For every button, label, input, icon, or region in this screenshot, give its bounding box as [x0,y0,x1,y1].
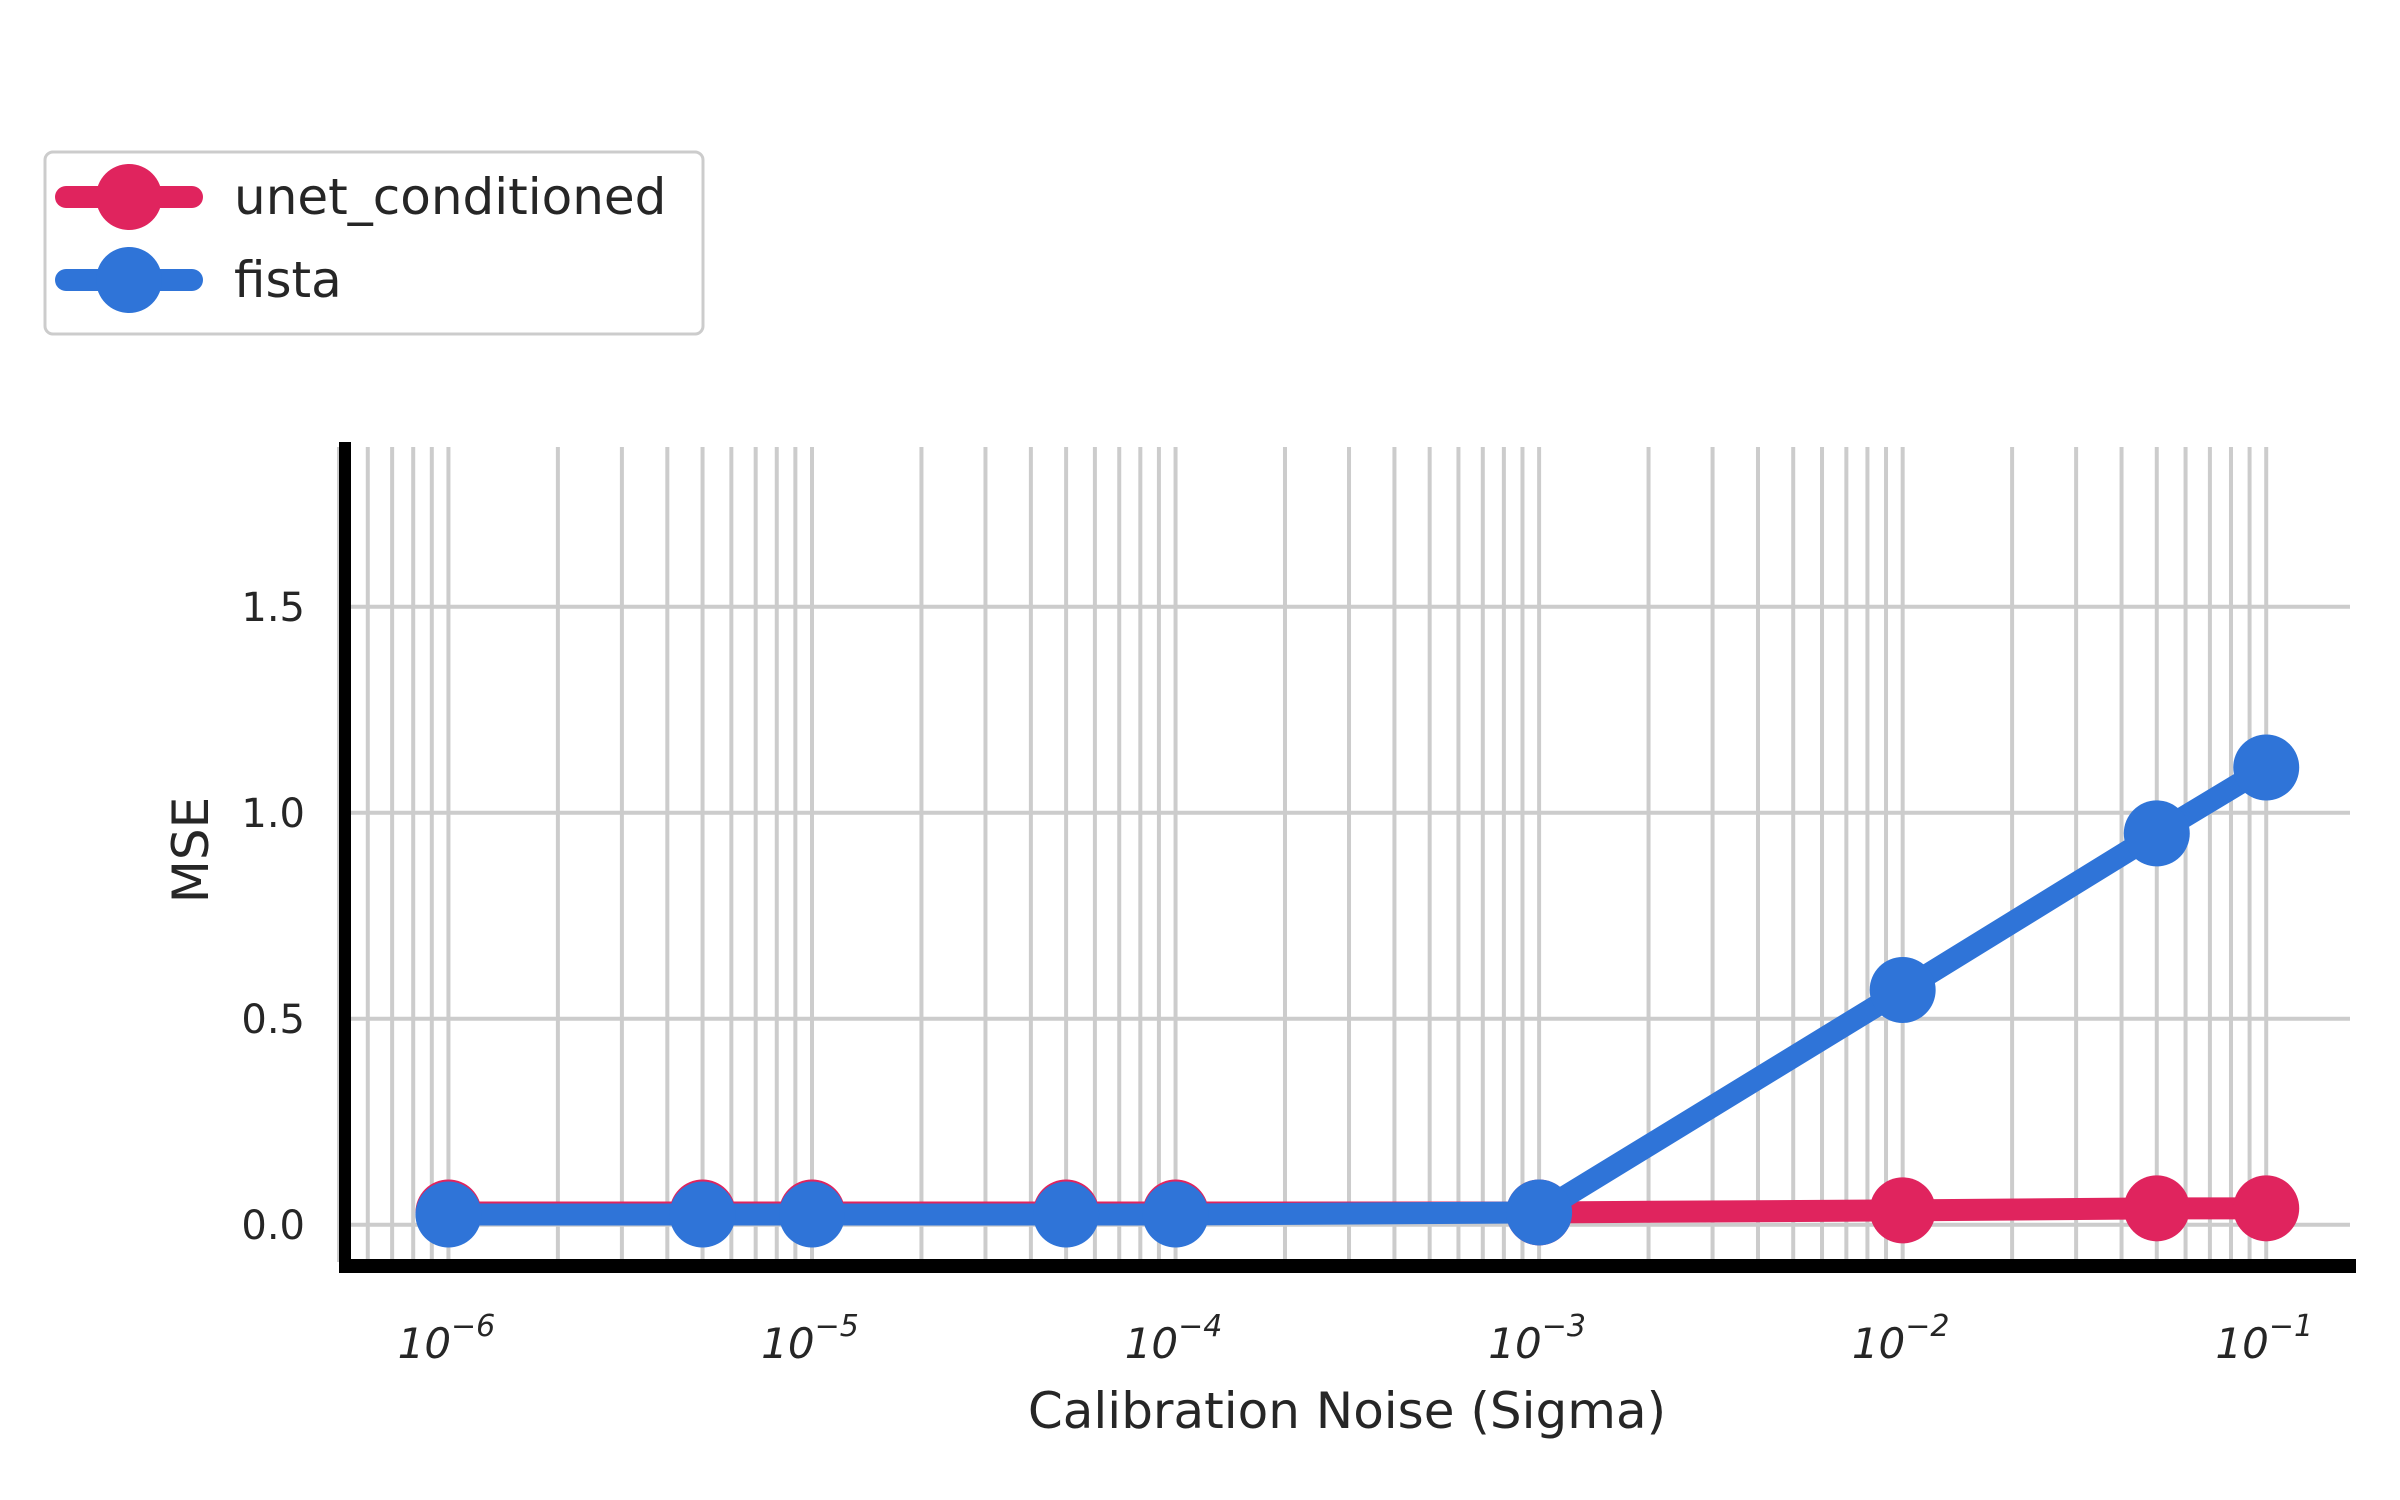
legend-label: fista [234,251,342,309]
legend-label: unet_conditioned [234,168,666,226]
data-point [1869,1177,1936,1244]
legend-marker [96,247,162,313]
axes [339,442,2356,1273]
data-point [2123,800,2190,867]
data-point [1869,956,1936,1023]
grid [337,447,2350,1262]
data-point [415,1181,482,1248]
x-tick-label: 10−6 [398,1309,496,1368]
x-tick-label: 10−4 [1125,1309,1223,1368]
series-fista [415,734,2300,1248]
data-point [669,1181,736,1248]
y-tick-label: 1.5 [241,585,305,631]
y-axis-title: MSE [162,797,220,903]
data-point [1033,1181,1100,1248]
legend-marker [96,164,162,230]
data-point [2233,734,2300,801]
x-tick-label: 10−5 [761,1309,859,1368]
data-point [1142,1181,1209,1248]
x-tick-label: 10−3 [1488,1309,1586,1368]
x-axis-title: Calibration Noise (Sigma) [1028,1382,1666,1440]
legend-item-unet_conditioned: unet_conditioned [55,164,666,230]
legend-item-fista: fista [55,247,342,313]
legend-frame [43,150,705,336]
x-tick-label: 10−2 [1852,1309,1950,1368]
series-layer [415,734,2300,1248]
data-point [778,1181,845,1248]
data-point [1506,1179,1573,1246]
x-tick-label: 10−1 [2215,1309,2313,1368]
y-tick-label: 0.0 [241,1203,305,1249]
data-point [2233,1175,2300,1242]
y-tick-label: 1.0 [241,791,305,837]
data-point [2123,1175,2190,1242]
series-line [437,756,2278,1226]
y-tick-label: 0.5 [241,997,305,1043]
x-tick-labels: 10−6 10−5 10−4 10−3 10−2 10−1 [398,1309,2313,1368]
y-tick-labels: 0.0 0.5 1.0 1.5 [241,585,305,1249]
